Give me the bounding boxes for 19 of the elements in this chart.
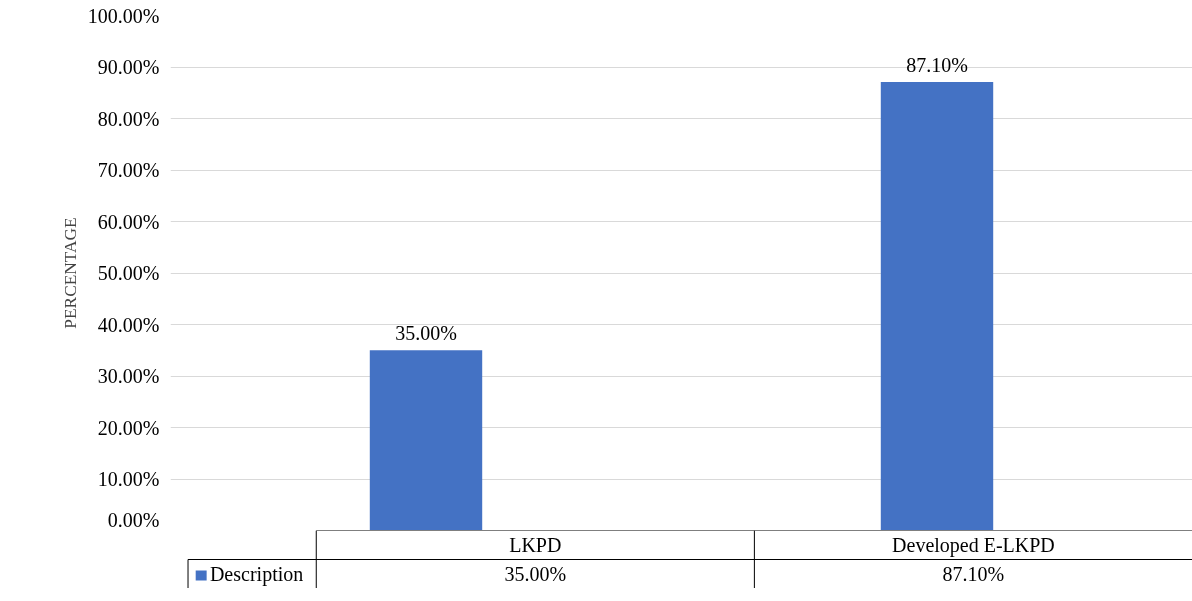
x-tick-label: Developed E-LKPD — [892, 534, 1055, 557]
text: 87.10% — [906, 53, 968, 76]
y-tick-label: 40.00% — [97, 313, 160, 336]
y-tick-label: 50.00% — [97, 262, 160, 284]
y-tick-label: 20.00% — [97, 416, 160, 439]
y-tick-label: 10.00% — [97, 468, 160, 490]
y-tick-label: 100.00% — [87, 4, 160, 27]
y-tick-label: 60.00% — [97, 210, 160, 233]
data-label: 87.10% — [942, 563, 1005, 585]
legend-label: Description — [209, 563, 304, 586]
y-tick-label: 0.00% — [107, 508, 160, 531]
y-tick-label: 80.00% — [97, 107, 160, 130]
y-tick-label: 70.00% — [97, 159, 160, 181]
y-tick-label: 30.00% — [97, 365, 160, 387]
x-tick-label: LKPD — [509, 534, 562, 556]
y-axis-title: PERCENTAGE — [60, 217, 80, 329]
y-tick-label: 90.00% — [97, 56, 160, 78]
text: 35.00% — [395, 322, 457, 345]
data-label: 35.00% — [504, 563, 567, 585]
